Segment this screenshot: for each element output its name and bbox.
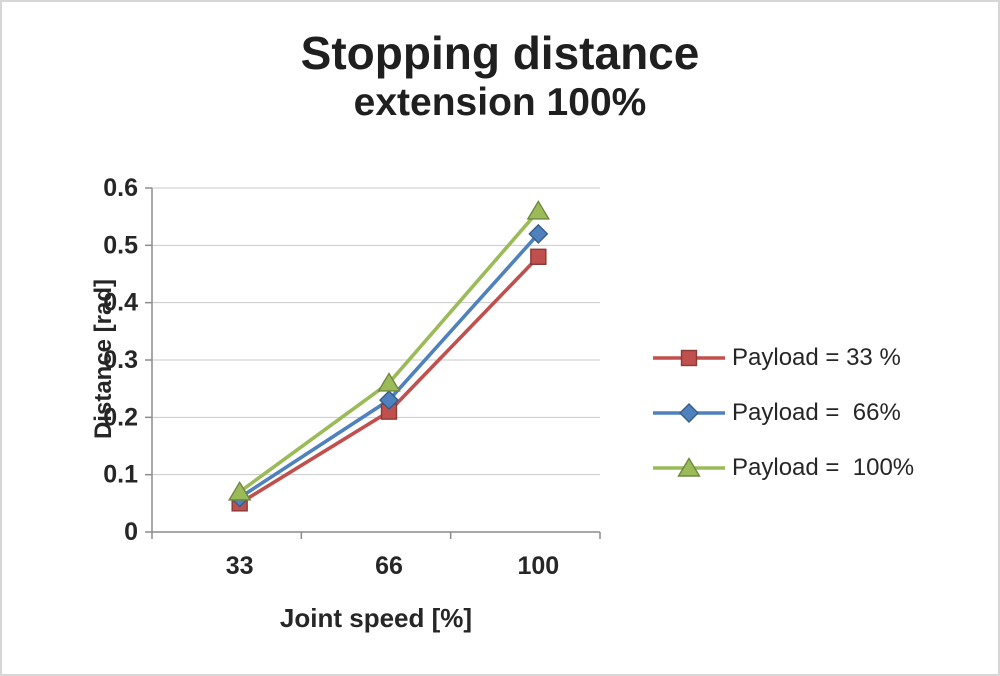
legend-label: Payload = 100% — [732, 453, 915, 481]
chart-title: Stopping distance — [300, 27, 700, 79]
svg-text:33: 33 — [226, 552, 254, 580]
svg-text:0.1: 0.1 — [103, 461, 138, 489]
legend-square-marker-icon — [653, 349, 725, 366]
svg-text:100: 100 — [517, 552, 559, 580]
legend-item: Payload = 100% — [650, 440, 914, 495]
legend-item: Payload = 33 % — [650, 330, 914, 385]
chart-subtitle: extension 100% — [353, 80, 647, 124]
svg-text:0.5: 0.5 — [103, 231, 138, 259]
chart-legend: Payload = 33 % Payload = 66% Payload = 1… — [650, 330, 914, 495]
x-axis-title: Joint speed [%] — [279, 603, 473, 633]
svg-text:0.2: 0.2 — [103, 403, 138, 431]
svg-text:0.6: 0.6 — [103, 174, 138, 202]
svg-text:66: 66 — [375, 552, 403, 580]
legend-item: Payload = 66% — [650, 385, 914, 440]
svg-text:0.3: 0.3 — [103, 346, 138, 374]
chart-title-block: Stopping distance extension 100% — [2, 28, 998, 127]
y-axis-title: Distance [rad] — [90, 278, 117, 440]
legend-diamond-marker-icon — [653, 402, 725, 423]
legend-label: Payload = 66% — [732, 398, 901, 426]
legend-label: Payload = 33 % — [732, 343, 901, 371]
svg-text:0: 0 — [124, 518, 138, 546]
legend-triangle-marker-icon — [653, 456, 725, 477]
svg-text:0.4: 0.4 — [103, 289, 138, 317]
